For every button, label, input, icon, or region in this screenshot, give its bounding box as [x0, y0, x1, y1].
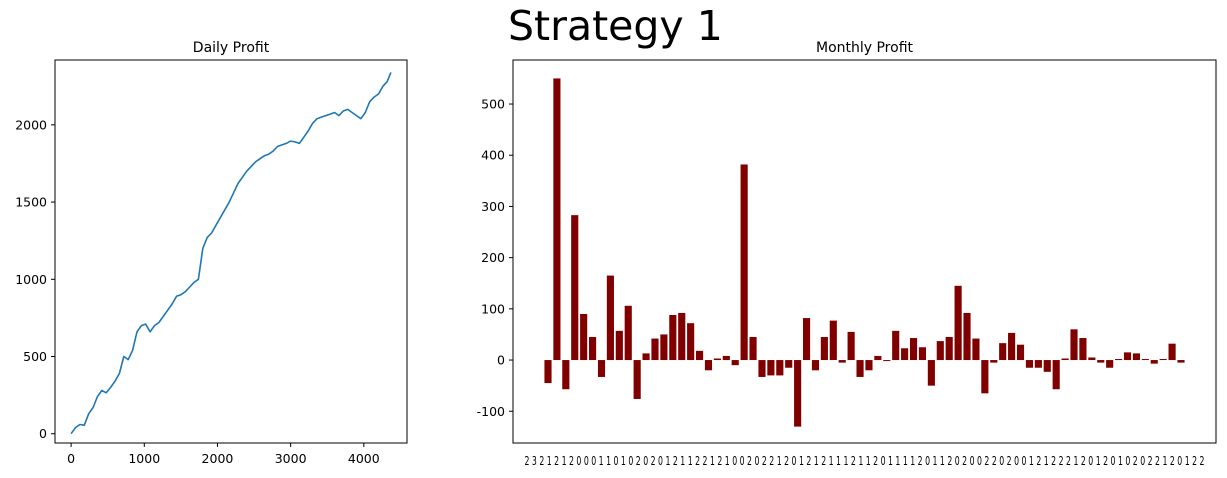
monthly-profit-bar	[651, 338, 659, 361]
daily-x-tick-label: 1000	[128, 451, 160, 466]
monthly-profit-bar	[1097, 360, 1105, 363]
monthly-y-tick-label: 100	[481, 301, 505, 316]
monthly-profit-bar	[954, 285, 962, 361]
monthly-profit-bar	[1052, 360, 1060, 390]
monthly-x-tick-labels: 2 3 2 1 2 1 2 0 0 0 1 1 0 1 0 2 0 2 0 1 …	[525, 453, 1205, 468]
monthly-profit-bar	[704, 360, 713, 371]
monthly-profit-bar	[713, 358, 721, 361]
monthly-profit-bar	[606, 275, 614, 361]
monthly-profit-bar	[1159, 359, 1167, 361]
monthly-profit-bar	[589, 337, 597, 361]
monthly-profit-bar	[918, 347, 927, 361]
monthly-profit-bar	[829, 320, 837, 361]
monthly-profit-bar	[1106, 360, 1114, 368]
monthly-profit-bar	[785, 360, 793, 368]
monthly-y-tick-label: 300	[481, 199, 505, 214]
monthly-profit-bar	[1132, 353, 1140, 361]
monthly-profit-bar	[1123, 352, 1132, 361]
monthly-profit-bar	[811, 360, 820, 371]
monthly-profit-bar	[731, 360, 739, 366]
monthly-profit-bar	[553, 78, 561, 361]
monthly-profit-bar	[972, 338, 980, 361]
daily-y-tick-label: 2000	[15, 117, 47, 132]
daily-y-tick-label: 1500	[15, 195, 47, 210]
monthly-profit-bar	[722, 355, 730, 361]
monthly-profit-bar	[963, 312, 971, 361]
monthly-profit-bar	[776, 360, 784, 376]
monthly-profit-bar	[678, 312, 686, 361]
monthly-profit-bar	[1150, 360, 1158, 364]
monthly-profit-bar	[544, 360, 552, 384]
monthly-profit-frame	[512, 59, 1217, 444]
monthly-profit-bar	[892, 330, 900, 361]
monthly-profit-bar	[936, 341, 944, 361]
daily-x-tick-label: 3000	[275, 451, 307, 466]
monthly-profit-bar	[927, 360, 935, 386]
monthly-profit-bar	[1016, 344, 1025, 361]
monthly-profit-bar	[981, 360, 989, 394]
monthly-profit-bar	[820, 337, 828, 361]
monthly-profit-bar	[865, 360, 873, 371]
monthly-profit-bar	[838, 360, 846, 363]
monthly-profit-bar	[740, 164, 748, 361]
monthly-profit-bar	[758, 360, 766, 377]
monthly-profit-bar	[767, 360, 775, 376]
monthly-profit-bar	[1079, 338, 1087, 361]
monthly-profit-bar	[1141, 359, 1149, 361]
monthly-profit-bar	[1070, 329, 1078, 361]
monthly-profit-bar	[794, 360, 802, 427]
monthly-profit-bar	[901, 348, 909, 361]
monthly-profit-bar	[660, 334, 668, 361]
monthly-profit-bar	[615, 330, 623, 361]
monthly-y-tick-label: 200	[481, 250, 505, 265]
daily-profit-line	[70, 72, 392, 435]
daily-x-tick-label: 4000	[348, 451, 380, 466]
monthly-y-tick-label: 0	[497, 353, 505, 368]
monthly-profit-bar	[642, 353, 650, 361]
monthly-profit-bar	[1008, 332, 1016, 361]
monthly-profit-bar	[802, 318, 811, 361]
daily-x-tick-label: 2000	[202, 451, 234, 466]
daily-profit-title: Daily Profit	[193, 40, 270, 56]
monthly-profit-title: Monthly Profit	[816, 40, 914, 56]
monthly-profit-bar	[633, 360, 641, 399]
monthly-profit-bar	[1168, 343, 1176, 361]
monthly-profit-bar	[999, 343, 1007, 361]
monthly-profit-bar	[1061, 358, 1069, 361]
monthly-profit-bar	[562, 360, 570, 390]
monthly-profit-bar	[1034, 360, 1042, 368]
monthly-y-tick-label: -100	[477, 404, 505, 419]
monthly-profit-bar	[669, 314, 677, 361]
monthly-profit-bar	[856, 360, 864, 377]
monthly-profit-bar	[1115, 359, 1123, 361]
daily-profit-frame	[54, 59, 408, 444]
monthly-profit-bar	[571, 215, 579, 361]
daily-y-tick-label: 500	[23, 349, 47, 364]
monthly-profit-bar	[1177, 360, 1185, 363]
daily-y-tick-label: 1000	[15, 272, 47, 287]
monthly-profit-bar	[749, 337, 757, 361]
figure-suptitle: Strategy 1	[508, 2, 723, 50]
daily-x-tick-label: 0	[67, 451, 75, 466]
monthly-profit-bar	[874, 355, 882, 361]
monthly-profit-bar	[945, 337, 953, 361]
monthly-profit-bar	[909, 338, 918, 361]
monthly-profit-bar	[990, 360, 998, 363]
monthly-profit-bar	[687, 323, 695, 361]
monthly-profit-bar	[624, 305, 632, 361]
monthly-profit-bar	[597, 360, 606, 377]
monthly-profit-bar	[696, 350, 704, 361]
monthly-profit-bar	[1043, 360, 1051, 372]
daily-y-tick-label: 0	[39, 426, 47, 441]
monthly-profit-bar	[883, 360, 891, 362]
monthly-profit-bar	[1025, 360, 1033, 368]
monthly-y-tick-label: 500	[481, 97, 505, 112]
monthly-profit-bar	[580, 313, 588, 361]
monthly-profit-bar	[1088, 357, 1096, 361]
monthly-y-tick-label: 400	[481, 148, 505, 163]
monthly-profit-bar	[847, 331, 855, 361]
